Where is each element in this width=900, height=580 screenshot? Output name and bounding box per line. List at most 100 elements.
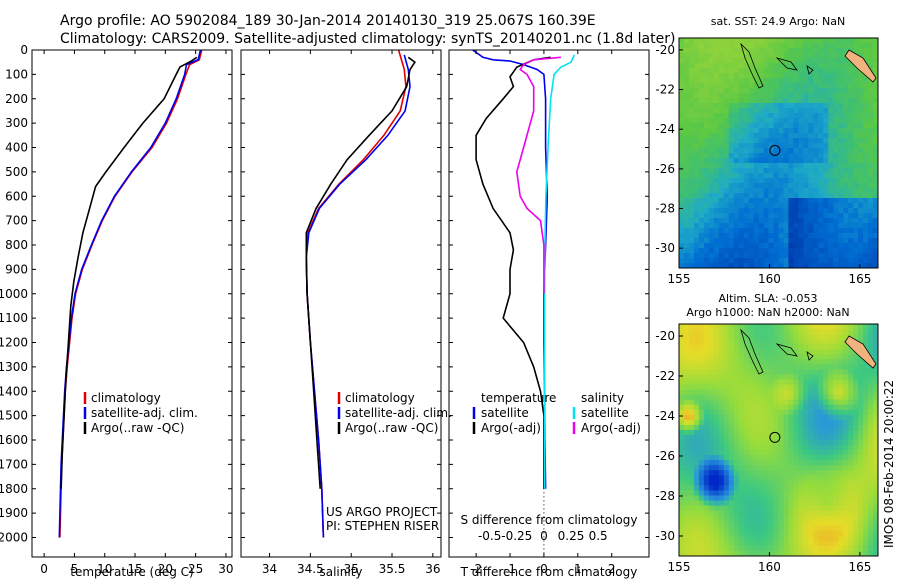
map-cell: [693, 475, 700, 481]
map-cell: [688, 495, 695, 501]
map-cell: [828, 168, 834, 174]
map-cell: [838, 460, 844, 466]
map-cell: [738, 153, 745, 159]
map-cell: [688, 53, 695, 59]
map-cell: [843, 424, 849, 431]
map-cell: [833, 68, 839, 74]
map-cell: [853, 384, 859, 390]
map-cell: [818, 530, 824, 537]
map-cell: [808, 103, 814, 109]
map-cell: [798, 409, 804, 416]
lat-tick-label: -26: [655, 162, 675, 176]
map-cell: [848, 173, 854, 179]
map-cell: [788, 233, 794, 239]
map-cell: [788, 465, 794, 471]
map-cell: [858, 530, 864, 537]
map-cell: [758, 243, 764, 249]
map-cell: [823, 445, 829, 451]
map-cell: [848, 93, 854, 99]
map-cell: [803, 419, 809, 426]
map-cell: [868, 495, 874, 501]
map-cell: [868, 238, 874, 244]
map-cell: [753, 359, 760, 365]
map-cell: [818, 208, 824, 214]
map-cell: [803, 143, 809, 149]
map-cell: [773, 128, 779, 134]
map-cell: [723, 389, 730, 396]
map-cell: [743, 178, 750, 184]
map-cell: [853, 178, 859, 184]
map-cell: [818, 83, 824, 89]
map-cell: [728, 339, 735, 345]
legend-label-s-argo: Argo(-adj): [581, 421, 641, 435]
map-cell: [798, 148, 804, 154]
map-cell: [858, 394, 864, 401]
map-cell: [718, 409, 725, 416]
map-cell: [723, 133, 730, 139]
map-cell: [683, 470, 690, 476]
map-cell: [683, 404, 690, 411]
map-cell: [873, 158, 879, 164]
map-cell: [868, 88, 874, 94]
map-cell: [788, 470, 794, 476]
map-cell: [873, 434, 879, 441]
map-cell: [773, 148, 779, 154]
map-cell: [833, 243, 839, 249]
map-cell: [818, 364, 824, 370]
map-cell: [833, 168, 839, 174]
map-cell: [863, 445, 869, 451]
map-cell: [818, 233, 824, 239]
map-cell: [838, 58, 844, 64]
map-cell: [873, 450, 879, 456]
map-cell: [758, 445, 764, 451]
map-cell: [808, 440, 814, 446]
map-cell: [768, 38, 774, 44]
map-cell: [783, 475, 789, 481]
map-cell: [703, 495, 710, 501]
map-cell: [803, 263, 809, 269]
map-cell: [833, 173, 839, 179]
map-cell: [833, 510, 839, 517]
map-cell: [733, 540, 740, 547]
map-cell: [848, 208, 854, 214]
map-cell: [823, 495, 829, 501]
map-cell: [679, 53, 685, 59]
map-cell: [798, 515, 804, 522]
map-cell: [808, 445, 814, 451]
map-cell: [868, 379, 874, 385]
map-cell: [798, 233, 804, 239]
map-cell: [698, 424, 705, 431]
map-cell: [853, 93, 859, 99]
map-cell: [793, 168, 799, 174]
map-cell: [783, 38, 789, 44]
map-cell: [823, 470, 829, 476]
map-cell: [718, 148, 725, 154]
map-cell: [748, 123, 755, 129]
legend-title-salinity: salinity: [581, 391, 624, 405]
map-cell: [788, 153, 794, 159]
map-cell: [783, 535, 789, 542]
map-cell: [833, 475, 839, 481]
map-cell: [843, 58, 849, 64]
map-cell: [728, 83, 735, 89]
map-cell: [873, 93, 879, 99]
map-cell: [679, 108, 685, 114]
map-cell: [843, 419, 849, 426]
map-cell: [768, 253, 774, 259]
map-cell: [748, 324, 755, 330]
map-cell: [873, 384, 879, 390]
map-cell: [843, 525, 849, 532]
map-cell: [838, 143, 844, 149]
map-cell: [738, 193, 745, 199]
s-tick-label: 0: [540, 529, 548, 543]
map-cell: [738, 540, 745, 547]
map-cell: [743, 379, 750, 385]
map-cell: [843, 540, 849, 547]
map-cell: [803, 173, 809, 179]
map-cell: [783, 445, 789, 451]
map-cell: [753, 53, 760, 59]
map-cell: [848, 38, 854, 44]
map-cell: [758, 434, 764, 441]
map-cell: [793, 455, 799, 461]
map-cell: [688, 63, 695, 69]
